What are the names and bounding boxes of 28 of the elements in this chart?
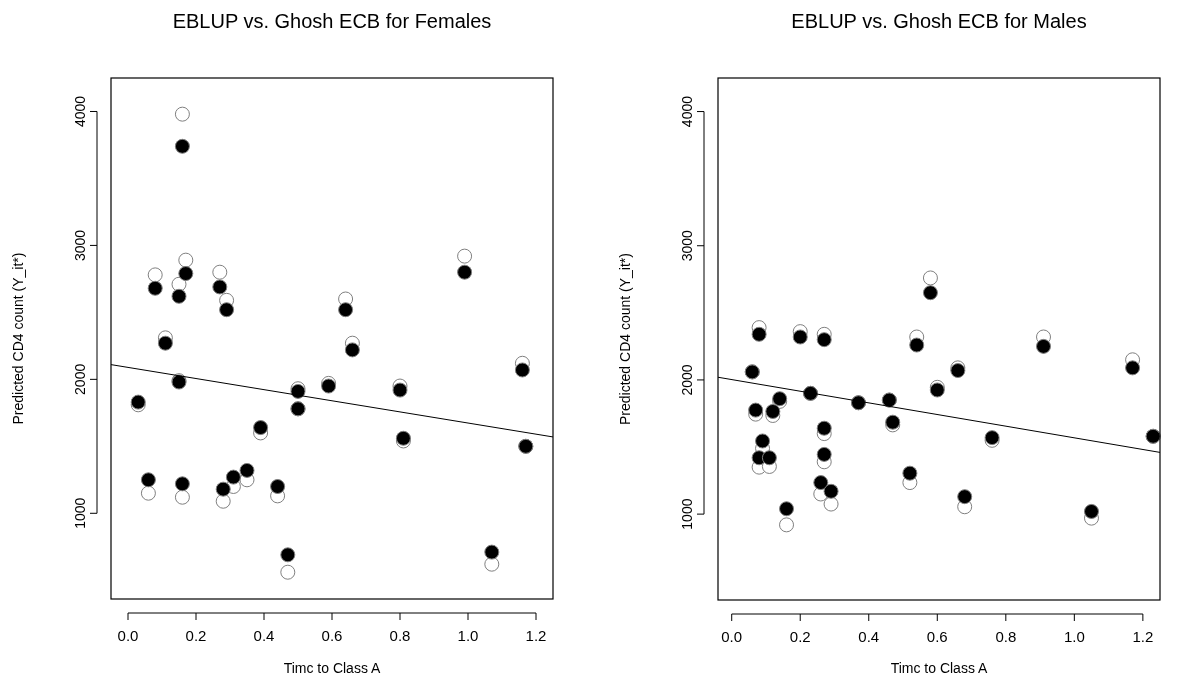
- x-axis-title: Timc to Class A: [283, 660, 382, 676]
- y-tick-label: 3000: [72, 229, 88, 261]
- y-tick-label: 2000: [679, 364, 695, 396]
- chart-title: EBLUP vs. Ghosh ECB for Females: [172, 10, 492, 32]
- y-tick-label: 1000: [679, 498, 695, 530]
- x-tick-label: 0.8: [995, 628, 1017, 645]
- y-tick-label: 1000: [72, 497, 88, 529]
- x-tick-label: 1.2: [1132, 628, 1154, 645]
- x-tick-label: 0.6: [321, 627, 343, 644]
- x-axis-title: Timc to Class A: [890, 660, 989, 676]
- y-tick-label: 4000: [72, 95, 88, 128]
- x-tick-label: 0.0: [117, 627, 139, 644]
- x-tick-label: 1.0: [1063, 628, 1085, 645]
- x-tick-label: 0.4: [858, 628, 880, 645]
- x-tick-label: 1.2: [525, 627, 547, 644]
- y-tick-label: 2000: [72, 363, 88, 395]
- y-tick-label: 3000: [679, 229, 695, 262]
- y-axis-title: Predicted CD4 count (Y_it*): [617, 253, 633, 425]
- x-tick-label: 0.6: [926, 628, 948, 645]
- x-tick-label: 0.4: [253, 627, 275, 644]
- x-tick-label: 0.2: [185, 627, 207, 644]
- x-tick-label: 0.8: [389, 627, 411, 644]
- x-tick-label: 1.0: [457, 627, 479, 644]
- y-axis-title: Predicted CD4 count (Y_it*): [10, 252, 26, 425]
- x-tick-label: 0.2: [789, 628, 811, 645]
- x-tick-label: 0.0: [721, 628, 743, 645]
- y-tick-label: 4000: [679, 95, 695, 128]
- chart-title: EBLUP vs. Ghosh ECB for Males: [791, 10, 1087, 32]
